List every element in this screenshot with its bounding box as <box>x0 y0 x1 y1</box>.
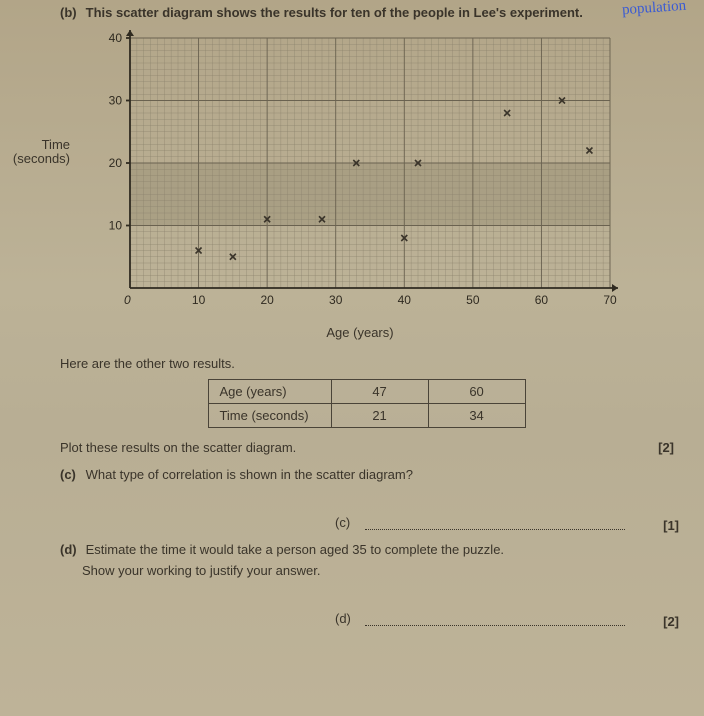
svg-text:30: 30 <box>109 94 123 108</box>
scatter-chart: Time(seconds) 01020304050607010203040 Ag… <box>80 28 640 338</box>
part-b-label: (b) <box>60 5 82 20</box>
part-c-answer-label: (c) <box>335 515 350 530</box>
part-d-justify: Show your working to justify your answer… <box>82 563 674 578</box>
part-c-question: (c) What type of correlation is shown in… <box>60 467 674 482</box>
svg-text:30: 30 <box>329 293 343 307</box>
svg-text:10: 10 <box>109 219 123 233</box>
table-row: Time (seconds) 21 34 <box>209 404 525 428</box>
part-d-answer-row: (d) [2] <box>60 606 674 626</box>
part-d-answer-line[interactable] <box>365 625 625 626</box>
svg-text:40: 40 <box>109 31 123 45</box>
plot-instruction-marks: [2] <box>658 440 674 455</box>
part-b-text: This scatter diagram shows the results f… <box>86 5 583 20</box>
part-d-answer-label: (d) <box>335 611 351 626</box>
table-cell: 34 <box>428 404 525 428</box>
part-c-label: (c) <box>60 467 82 482</box>
svg-text:10: 10 <box>192 293 206 307</box>
svg-text:20: 20 <box>260 293 274 307</box>
part-c-marks: [1] <box>663 518 679 533</box>
table-cell: 21 <box>331 404 428 428</box>
handwritten-annotation: population <box>621 0 686 19</box>
table-row: Age (years) 47 60 <box>209 380 525 404</box>
svg-text:20: 20 <box>109 156 123 170</box>
svg-text:70: 70 <box>603 293 617 307</box>
svg-text:40: 40 <box>398 293 412 307</box>
svg-text:0: 0 <box>124 293 131 307</box>
part-d-marks: [2] <box>663 614 679 629</box>
part-b-line: (b) This scatter diagram shows the resul… <box>60 5 674 20</box>
svg-text:50: 50 <box>466 293 480 307</box>
table-cell: Age (years) <box>209 380 331 404</box>
other-results-intro: Here are the other two results. <box>60 356 674 371</box>
part-c-answer-line[interactable] <box>365 529 625 530</box>
results-table-wrap: Age (years) 47 60 Time (seconds) 21 34 <box>60 379 674 428</box>
results-table: Age (years) 47 60 Time (seconds) 21 34 <box>208 379 525 428</box>
part-d-text: Estimate the time it would take a person… <box>86 542 504 557</box>
plot-instruction-text: Plot these results on the scatter diagra… <box>60 440 296 455</box>
x-axis-label: Age (years) <box>80 325 640 340</box>
part-c-answer-row: (c) [1] <box>60 510 674 530</box>
svg-text:60: 60 <box>535 293 549 307</box>
worksheet-page: population (b) This scatter diagram show… <box>0 0 704 716</box>
plot-instruction-row: Plot these results on the scatter diagra… <box>60 440 674 455</box>
part-d-label: (d) <box>60 542 82 557</box>
table-cell: 60 <box>428 380 525 404</box>
y-axis-label: Time(seconds) <box>10 138 70 167</box>
scatter-svg: 0 10 20 30 40 50 60 70 10 20 30 40 <box>80 28 620 328</box>
table-cell: Time (seconds) <box>209 404 331 428</box>
part-c-text: What type of correlation is shown in the… <box>86 467 413 482</box>
table-cell: 47 <box>331 380 428 404</box>
part-d-question: (d) Estimate the time it would take a pe… <box>60 542 674 557</box>
